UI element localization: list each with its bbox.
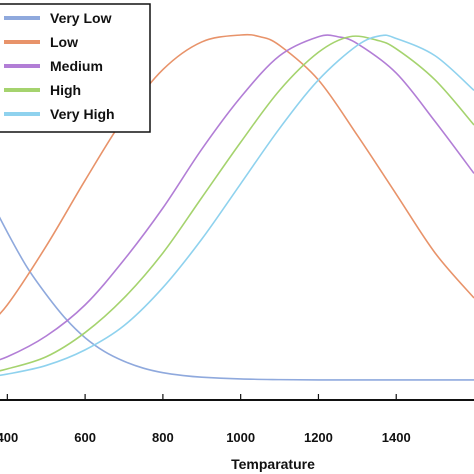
series-line-very-low (0, 216, 474, 381)
legend-label: Medium (50, 58, 103, 74)
x-tick-label: 1200 (304, 430, 333, 445)
legend-label: High (50, 82, 81, 98)
x-tick-label: 1400 (382, 430, 411, 445)
series-line-very-high (0, 34, 474, 377)
x-tick-layer: 400 600 800 1000 1200 1400 (0, 394, 411, 445)
x-axis-label: Temparature (231, 456, 315, 472)
series-line-high (0, 35, 474, 372)
x-tick-label: 800 (152, 430, 174, 445)
legend: Very Low Low Medium High Very High (0, 3, 151, 133)
legend-label: Very High (50, 106, 115, 122)
legend-label: Very Low (50, 10, 112, 26)
series-line-low (0, 33, 474, 315)
series-layer (0, 33, 474, 381)
x-tick-label: 400 (0, 430, 18, 445)
series-line-medium (0, 34, 474, 361)
legend-label: Low (50, 34, 78, 50)
legend-entries: Very Low Low Medium High Very High (4, 10, 115, 122)
x-tick-label: 1000 (226, 430, 255, 445)
x-tick-label: 600 (74, 430, 96, 445)
